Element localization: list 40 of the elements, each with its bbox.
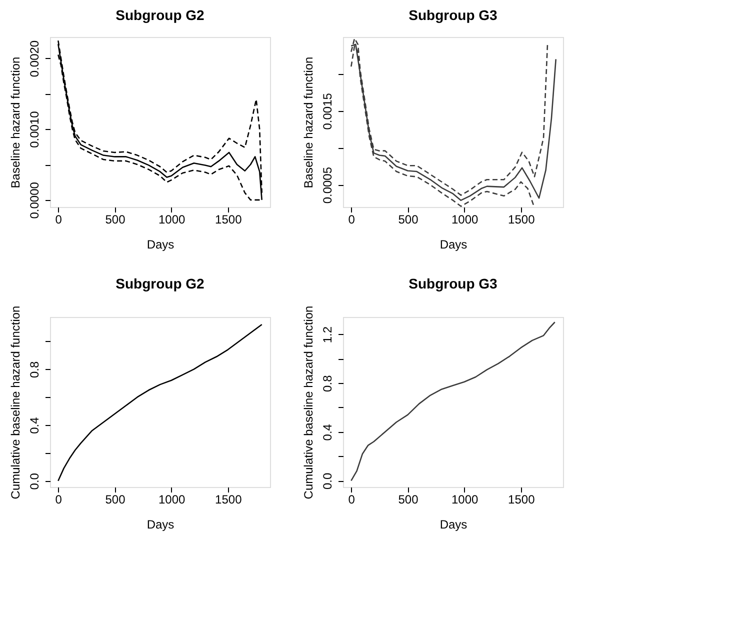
x-tick-label: 500: [105, 212, 126, 226]
y-tick-label: 0.4: [320, 424, 334, 441]
x-tick-label: 1000: [158, 492, 186, 506]
y-tick-label: 0.0005: [320, 166, 334, 204]
x-axis-title: Days: [146, 518, 174, 532]
chart-title: Subgroup G2: [116, 275, 205, 292]
y-tick-label: 0.0020: [28, 40, 42, 78]
y-tick-label: 0.8: [28, 361, 42, 378]
x-axis-title: Days: [146, 238, 174, 252]
x-axis-title: Days: [440, 238, 468, 252]
x-tick-label: 0: [55, 212, 62, 226]
x-tick-label: 1000: [451, 492, 478, 506]
x-tick-label: 500: [398, 212, 419, 226]
y-tick-label: 0.0: [28, 472, 42, 490]
x-tick-label: 500: [105, 492, 126, 506]
x-tick-label: 1500: [215, 492, 242, 506]
x-axis-title: Days: [440, 518, 468, 532]
x-tick-label: 1000: [158, 212, 186, 226]
x-tick-label: 0: [348, 492, 356, 506]
chart-title: Subgroup G3: [408, 275, 498, 292]
x-tick-label: 1500: [215, 212, 242, 226]
y-tick-label: 0.4: [28, 416, 42, 434]
x-tick-label: 1000: [451, 212, 478, 226]
x-tick-label: 1500: [508, 212, 536, 226]
y-axis-title: Cumulative baseline hazard function: [8, 306, 22, 500]
y-tick-label: 0.0010: [28, 110, 42, 148]
x-tick-label: 0: [348, 212, 356, 226]
x-tick-label: 1500: [508, 492, 536, 506]
y-tick-label: 0.0015: [320, 92, 334, 130]
y-tick-label: 0.0: [320, 472, 334, 490]
y-axis-title: Baseline hazard function: [302, 56, 316, 188]
y-tick-label: 1.2: [320, 326, 334, 344]
y-tick-label: 0.0000: [28, 182, 42, 219]
y-tick-label: 0.8: [320, 374, 334, 392]
y-axis-title: Cumulative baseline hazard function: [302, 306, 316, 500]
chart-title: Subgroup G2: [116, 7, 205, 23]
x-tick-label: 0: [55, 492, 62, 506]
y-axis-title: Baseline hazard function: [8, 56, 22, 188]
chart-title: Subgroup G3: [408, 7, 498, 23]
x-tick-label: 500: [398, 492, 419, 506]
